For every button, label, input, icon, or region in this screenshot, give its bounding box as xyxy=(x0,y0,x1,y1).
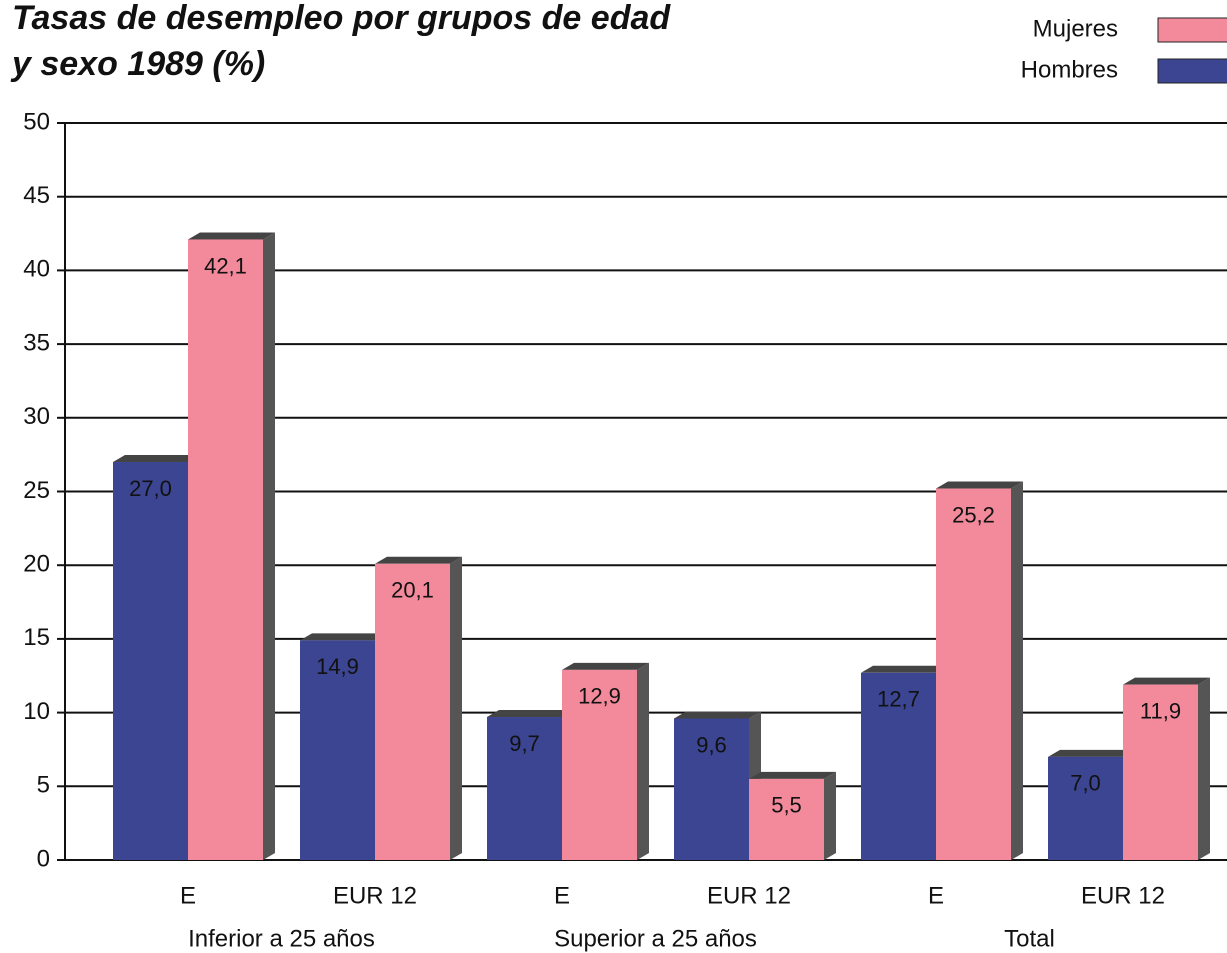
value-label: 12,7 xyxy=(877,687,920,712)
bar xyxy=(861,672,936,860)
value-label: 11,9 xyxy=(1140,698,1181,723)
chart-title: Tasas de desempleo por grupos de edad xyxy=(12,0,671,37)
bar xyxy=(487,717,562,860)
bar-side xyxy=(450,556,462,860)
y-tick-label: 25 xyxy=(23,477,50,504)
x-tick-label: EUR 12 xyxy=(333,882,417,909)
bar-top xyxy=(487,710,574,718)
y-tick-label: 45 xyxy=(23,182,50,209)
bar-side xyxy=(637,662,649,860)
bar-side xyxy=(1198,677,1210,860)
bar-side xyxy=(824,771,836,860)
bar xyxy=(113,462,188,860)
group-label: Inferior a 25 años xyxy=(188,925,375,952)
bar-top xyxy=(1123,677,1210,685)
bar-top xyxy=(113,455,200,463)
y-tick-label: 5 xyxy=(37,772,50,799)
bar xyxy=(300,640,375,860)
x-tick-label: E xyxy=(928,882,944,909)
bar-top xyxy=(861,665,948,673)
bar-top xyxy=(188,232,275,240)
legend-swatch xyxy=(1157,58,1227,84)
legend-swatch xyxy=(1157,17,1227,43)
value-label: 9,7 xyxy=(509,731,540,756)
value-label: 14,9 xyxy=(316,654,359,679)
y-tick-label: 15 xyxy=(23,624,50,651)
bar-top xyxy=(936,481,1023,489)
y-tick-label: 50 xyxy=(23,108,50,135)
bar xyxy=(188,239,263,861)
bar xyxy=(674,718,749,860)
bar-side xyxy=(263,232,275,861)
value-label: 12,9 xyxy=(578,684,621,709)
bar-top xyxy=(749,771,836,779)
y-tick-label: 40 xyxy=(23,256,50,283)
value-label: 42,1 xyxy=(204,253,247,278)
bar-top xyxy=(674,711,761,719)
value-label: 25,2 xyxy=(952,502,995,527)
chart-title: y sexo 1989 (%) xyxy=(10,45,265,83)
legend-label: Hombres xyxy=(1021,56,1118,83)
legend-label: Mujeres xyxy=(1033,15,1118,42)
bar xyxy=(1048,756,1123,860)
y-tick-label: 35 xyxy=(23,329,50,356)
bar-top xyxy=(1048,749,1135,757)
bar-top xyxy=(375,556,462,564)
value-label: 27,0 xyxy=(129,476,172,501)
y-tick-label: 30 xyxy=(23,403,50,430)
x-tick-label: E xyxy=(554,882,570,909)
bar-side xyxy=(1011,481,1023,860)
bar-top xyxy=(562,662,649,670)
bar xyxy=(936,488,1011,860)
group-label: Superior a 25 años xyxy=(554,925,757,952)
value-label: 20,1 xyxy=(391,578,434,603)
value-label: 5,5 xyxy=(771,793,802,818)
value-label: 7,0 xyxy=(1070,771,1101,796)
bar xyxy=(749,778,824,860)
bar xyxy=(562,669,637,860)
bar-top xyxy=(300,633,387,641)
x-tick-label: E xyxy=(180,882,196,909)
bar xyxy=(375,563,450,860)
y-tick-label: 0 xyxy=(37,845,50,872)
bar xyxy=(1123,684,1198,860)
group-label: Total xyxy=(1004,925,1055,952)
value-label: 9,6 xyxy=(696,732,727,757)
y-tick-label: 10 xyxy=(23,698,50,725)
x-tick-label: EUR 12 xyxy=(707,882,791,909)
y-tick-label: 20 xyxy=(23,551,50,578)
x-tick-label: EUR 12 xyxy=(1081,882,1165,909)
